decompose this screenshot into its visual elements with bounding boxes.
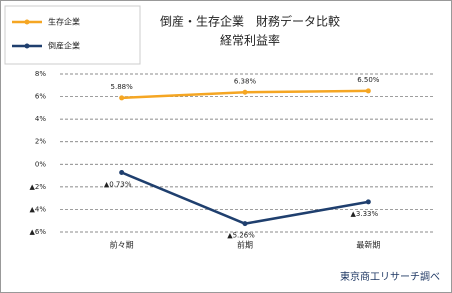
- legend-box: [4, 5, 141, 65]
- data-label: 5.88%: [111, 83, 134, 91]
- point-marker: [365, 199, 371, 205]
- data-label: ▲3.33%: [351, 210, 379, 218]
- data-label: ▲5.26%: [227, 232, 255, 240]
- legend-label: 倒産企業: [48, 41, 80, 51]
- source-note: 東京商工リサーチ調べ: [340, 270, 440, 283]
- x-tick-label: 最新期: [356, 240, 380, 250]
- point-marker: [119, 170, 125, 176]
- x-tick-label: 前期: [237, 240, 253, 250]
- data-label: 6.38%: [234, 77, 257, 85]
- legend-marker: [24, 19, 30, 25]
- point-marker: [119, 95, 125, 101]
- y-tick-label: 6%: [35, 93, 46, 101]
- data-label: 6.50%: [357, 76, 380, 84]
- legend-label: 生存企業: [48, 17, 80, 27]
- chart-subtitle: 経常利益率: [220, 33, 280, 48]
- y-tick-label: ▲6%: [30, 228, 47, 236]
- y-tick-label: 4%: [35, 115, 46, 123]
- x-tick-label: 前々期: [110, 240, 134, 250]
- y-tick-label: 0%: [35, 160, 46, 168]
- point-marker: [365, 88, 371, 94]
- point-marker: [242, 89, 248, 95]
- data-label: ▲0.73%: [104, 181, 132, 189]
- y-tick-label: ▲2%: [30, 183, 47, 191]
- y-tick-label: 2%: [35, 138, 46, 146]
- y-tick-label: ▲4%: [30, 205, 47, 213]
- chart-title: 倒産・生存企業 財務データ比較: [160, 14, 340, 29]
- point-marker: [242, 221, 248, 227]
- legend-marker: [24, 43, 30, 49]
- y-tick-label: 8%: [35, 70, 46, 78]
